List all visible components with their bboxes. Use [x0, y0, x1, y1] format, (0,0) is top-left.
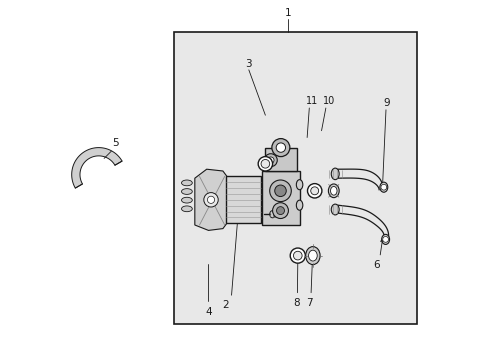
Bar: [264, 148, 296, 171]
Circle shape: [203, 193, 218, 207]
Ellipse shape: [330, 186, 336, 195]
Text: 7: 7: [305, 298, 312, 308]
Ellipse shape: [330, 204, 339, 215]
Bar: [226, 176, 260, 223]
Text: 8: 8: [292, 298, 299, 308]
Ellipse shape: [181, 206, 192, 212]
Circle shape: [267, 157, 273, 163]
Polygon shape: [72, 148, 122, 188]
Circle shape: [310, 187, 318, 195]
Ellipse shape: [328, 184, 339, 198]
Circle shape: [261, 159, 269, 168]
Circle shape: [274, 185, 285, 197]
Ellipse shape: [379, 182, 387, 192]
Text: 6: 6: [373, 260, 380, 270]
Circle shape: [272, 203, 288, 219]
Ellipse shape: [234, 180, 240, 188]
Ellipse shape: [296, 180, 302, 190]
Ellipse shape: [381, 234, 389, 244]
Text: 11: 11: [305, 96, 318, 106]
Polygon shape: [194, 169, 228, 230]
Ellipse shape: [330, 168, 339, 180]
Ellipse shape: [296, 200, 302, 210]
Text: 5: 5: [112, 138, 119, 148]
Circle shape: [382, 237, 387, 242]
Ellipse shape: [181, 189, 192, 194]
Circle shape: [307, 184, 321, 198]
Text: 1: 1: [284, 8, 290, 18]
Circle shape: [269, 180, 291, 202]
Circle shape: [207, 196, 214, 203]
Bar: [174, 32, 416, 324]
Bar: [261, 171, 299, 225]
Ellipse shape: [181, 197, 192, 203]
Circle shape: [276, 207, 284, 215]
Circle shape: [276, 143, 285, 152]
Circle shape: [271, 139, 289, 157]
Text: 2: 2: [222, 300, 228, 310]
Ellipse shape: [181, 180, 192, 186]
Ellipse shape: [305, 247, 320, 265]
Ellipse shape: [269, 211, 275, 218]
Ellipse shape: [308, 250, 317, 261]
Text: 10: 10: [322, 96, 335, 106]
Text: 3: 3: [245, 59, 252, 69]
Text: 4: 4: [205, 307, 211, 317]
Circle shape: [380, 184, 386, 190]
Circle shape: [289, 248, 305, 263]
Text: 9: 9: [383, 98, 389, 108]
Circle shape: [293, 251, 302, 260]
Circle shape: [258, 157, 272, 171]
Circle shape: [264, 154, 277, 167]
